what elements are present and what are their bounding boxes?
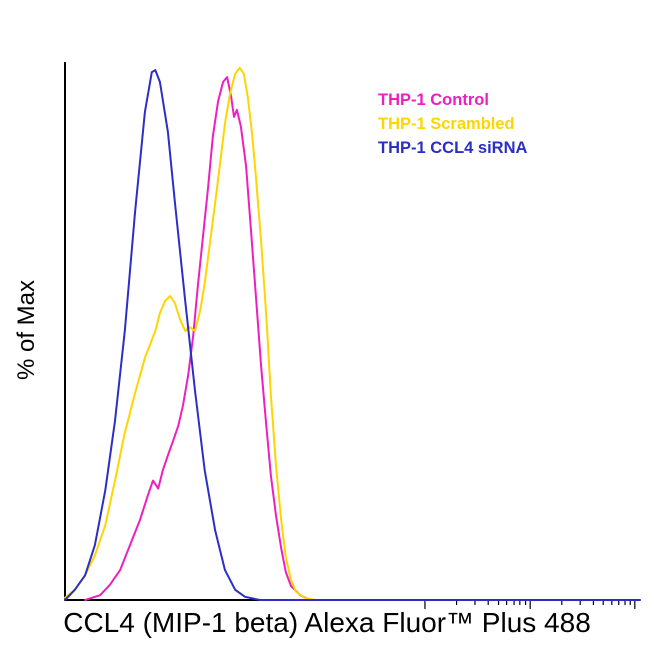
curve-thp-1-ccl4-sirna xyxy=(64,69,641,601)
legend-item-thp1-scrambled: THP-1 Scrambled xyxy=(378,115,515,133)
legend: THP-1 Control THP-1 Scrambled THP-1 CCL4… xyxy=(378,91,528,157)
histogram-curves xyxy=(64,66,641,601)
curve-thp-1-scrambled xyxy=(64,66,641,601)
legend-item-thp1-ccl4-sirna: THP-1 CCL4 siRNA xyxy=(378,139,528,157)
curve-thp-1-control xyxy=(84,76,641,601)
legend-item-thp1-control: THP-1 Control xyxy=(378,91,489,109)
x-axis-label: CCL4 (MIP-1 beta) Alexa Fluor™ Plus 488 xyxy=(63,607,591,638)
y-axis-label: % of Max xyxy=(13,280,40,380)
axes xyxy=(64,62,640,601)
